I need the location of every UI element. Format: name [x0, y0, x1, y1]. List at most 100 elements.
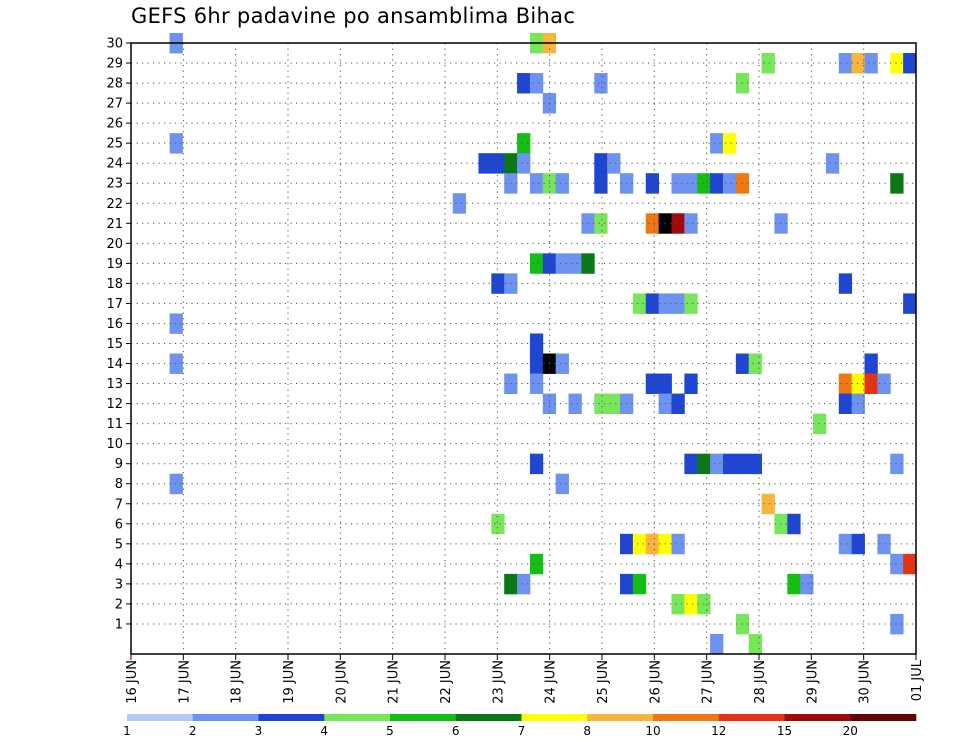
heatmap-cell	[671, 533, 685, 555]
heatmap-cell	[568, 393, 582, 415]
colorbar-label: 10	[645, 724, 660, 738]
y-tick-label: 29	[106, 57, 123, 72]
heatmap-cell	[838, 53, 853, 74]
heatmap-cell	[478, 153, 492, 174]
y-tick-label: 16	[106, 317, 123, 332]
heatmap-cell	[607, 393, 621, 415]
heatmap-cell	[555, 353, 569, 374]
y-tick-label: 19	[106, 257, 123, 272]
heatmap-cell	[671, 293, 685, 314]
heatmap-cell	[864, 353, 878, 374]
heatmap-cell	[169, 133, 183, 154]
heatmap-cell	[529, 173, 544, 194]
plot-frame	[130, 42, 917, 655]
heatmap-cell	[684, 173, 698, 194]
heatmap-cell	[169, 473, 183, 495]
y-tick-label: 25	[106, 137, 123, 152]
colorbar-label: 1	[123, 724, 131, 738]
heatmap-cell	[838, 533, 853, 555]
colorbar-swatch	[324, 714, 391, 721]
y-tick-label: 15	[106, 337, 123, 352]
y-tick-label: 17	[106, 297, 123, 312]
y-tick-label: 28	[106, 77, 123, 92]
y-tick-label: 11	[106, 417, 123, 432]
heatmap-cell	[800, 573, 814, 595]
y-axis: 1234567891011121314151617181920212223242…	[106, 37, 131, 632]
x-tick-label: 23 JUN	[491, 660, 506, 704]
heatmap-cell	[491, 153, 505, 174]
x-tick-label: 19 JUN	[282, 660, 297, 704]
heatmap-cell	[529, 373, 544, 394]
heatmap-cell	[684, 293, 698, 314]
y-tick-label: 12	[106, 397, 123, 412]
colorbar-swatch	[718, 714, 785, 721]
heatmap-cell	[903, 293, 917, 314]
heatmap-cell	[671, 213, 685, 234]
y-tick-label: 7	[115, 497, 123, 512]
heatmap-cell	[529, 253, 544, 274]
y-tick-label: 8	[115, 477, 123, 492]
heatmap-cell	[838, 273, 853, 294]
heatmap-cell	[684, 373, 698, 394]
colorbar-swatch	[850, 714, 917, 721]
colorbar-label: 7	[518, 724, 526, 738]
colorbar-label: 5	[386, 724, 394, 738]
heatmap-cell	[864, 373, 878, 394]
heatmap-cell	[838, 373, 853, 394]
heatmap-cell	[890, 173, 904, 194]
heatmap-cell	[903, 553, 917, 575]
y-tick-label: 5	[115, 537, 123, 552]
heatmap-cell	[529, 333, 544, 354]
colorbar-swatch	[784, 714, 851, 721]
heatmap-cell	[517, 153, 531, 174]
x-axis: 16 JUN 17 JUN 18 JUN 19 JUN 20 JUN 21 JUN 22 J…	[125, 654, 925, 704]
heatmap-cell	[555, 473, 569, 495]
heatmap-cell	[825, 153, 840, 174]
heatmap-cell	[710, 133, 724, 154]
colorbar-swatch	[258, 714, 325, 721]
x-tick-label: 21 JUN	[387, 660, 402, 704]
x-tick-label: 29 JUN	[805, 660, 820, 704]
heatmap-cell	[748, 453, 762, 475]
heatmap-cell	[555, 253, 569, 274]
heatmap-cell	[877, 373, 891, 394]
colorbar-swatch	[587, 714, 654, 721]
heatmap-cell	[748, 353, 762, 374]
y-tick-label: 6	[115, 517, 123, 532]
y-tick-label: 1	[115, 617, 123, 632]
heatmap-cell	[517, 73, 531, 94]
heatmap-cell	[851, 373, 865, 394]
heatmap-cell	[671, 593, 685, 615]
x-tick-label: 17 JUN	[177, 660, 192, 704]
heatmap-cell	[877, 533, 891, 555]
heatmap-cell	[529, 353, 544, 374]
x-tick-label: 25 JUN	[596, 660, 611, 704]
x-tick-label: 18 JUN	[230, 660, 245, 704]
heatmap-cell	[594, 73, 608, 94]
x-tick-label: 01 JUL	[910, 659, 925, 701]
colorbar-swatch	[390, 714, 457, 721]
y-tick-label: 4	[115, 557, 123, 572]
heatmap-cell	[851, 533, 865, 555]
colorbar-label: 8	[583, 724, 591, 738]
heatmap-cell	[684, 453, 698, 475]
heatmap-cell	[722, 173, 737, 194]
heatmap-cell	[748, 633, 762, 655]
heatmap-cell	[594, 393, 608, 415]
heatmap-cell	[169, 313, 183, 334]
colorbar-swatch	[653, 714, 720, 721]
colorbar-legend: 1 2 3 4 5 6 7 8 10 12 15 20	[123, 714, 917, 738]
heatmap-cell	[890, 613, 904, 635]
heatmap-cell	[645, 373, 660, 394]
x-tick-label: 26 JUN	[648, 660, 663, 704]
heatmap-cell	[491, 513, 505, 535]
heatmap-cell	[645, 293, 660, 314]
heatmap-cell	[607, 153, 621, 174]
heatmap-cell	[890, 453, 904, 475]
colorbar-label: 4	[320, 724, 328, 738]
heatmap-cell	[851, 393, 865, 415]
heatmap-cell	[761, 53, 775, 74]
x-tick-label: 22 JUN	[439, 660, 454, 704]
y-tick-label: 23	[106, 177, 123, 192]
